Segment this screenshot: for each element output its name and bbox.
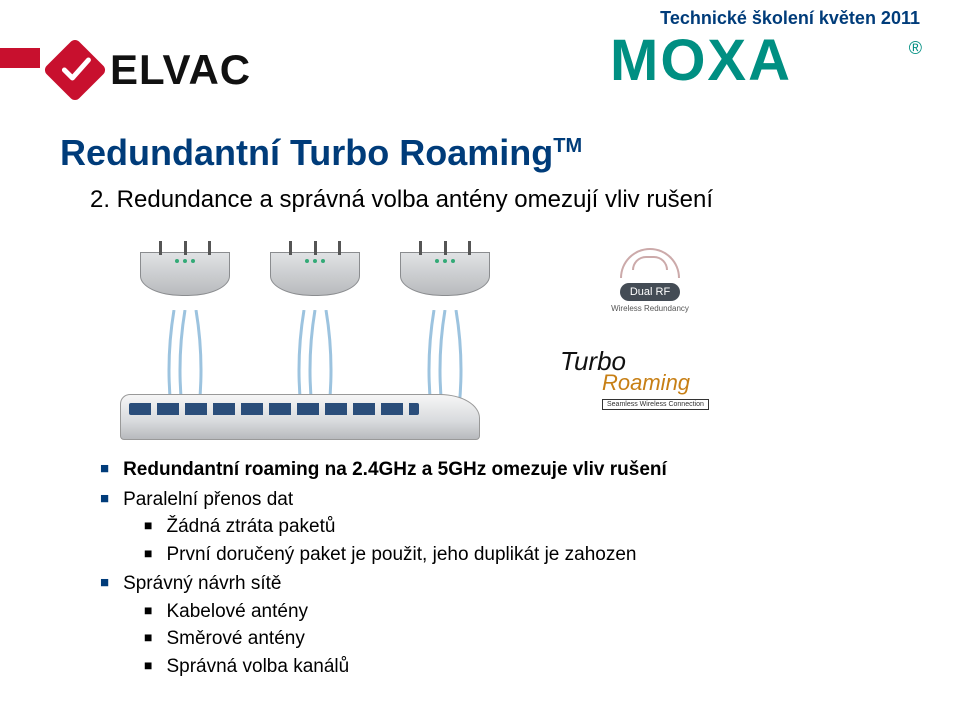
- list-item-text: Paralelní přenos dat: [123, 489, 293, 510]
- event-title: Technické školení květen 2011: [660, 8, 920, 29]
- list-item: První doručený paket je použit, jeho dup…: [144, 541, 900, 569]
- list-item: Správná volba kanálů: [144, 653, 900, 681]
- registered-icon: ®: [909, 38, 922, 59]
- list-item: Paralelní přenos dat Žádná ztráta paketů…: [100, 486, 900, 569]
- access-point-icon: [140, 252, 230, 296]
- elvac-text: ELVAC: [110, 46, 251, 94]
- list-item: Směrové antény: [144, 625, 900, 653]
- access-point-icon: [400, 252, 490, 296]
- list-item-text: První doručený paket je použit, jeho dup…: [166, 544, 636, 565]
- list-item-text: Správný návrh sítě: [123, 573, 281, 594]
- list-item: Redundantní roaming na 2.4GHz a 5GHz ome…: [100, 456, 900, 484]
- elvac-logo: ELVAC: [44, 40, 264, 100]
- list-item-text: Žádná ztráta paketů: [166, 516, 335, 537]
- moxa-logo: MOXA ®: [610, 32, 920, 102]
- title-main: Redundantní Turbo Roaming: [60, 132, 553, 173]
- dual-rf-badge: Dual RF Wireless Redundancy: [590, 248, 710, 313]
- list-item: Kabelové antény: [144, 598, 900, 626]
- elvac-check-icon: [58, 52, 94, 88]
- dual-rf-sub: Wireless Redundancy: [590, 304, 710, 313]
- wireless-arc-icon: [620, 248, 680, 278]
- list-item: Správný návrh sítě Kabelové antény Směro…: [100, 570, 900, 680]
- bullet-list: Redundantní roaming na 2.4GHz a 5GHz ome…: [100, 456, 900, 682]
- elvac-diamond-icon: [42, 37, 107, 102]
- slide-subtitle: 2. Redundance a správná volba antény ome…: [90, 186, 713, 214]
- accent-bar: [0, 48, 40, 68]
- turbo-tag: Seamless Wireless Connection: [602, 399, 709, 410]
- slide-title: Redundantní Turbo RoamingTM: [60, 132, 582, 174]
- turbo-roaming-badge: Turbo Roaming Seamless Wireless Connecti…: [560, 350, 750, 411]
- dual-rf-label: Dual RF: [620, 283, 680, 301]
- moxa-text: MOXA: [610, 28, 792, 93]
- list-item-text: Správná volba kanálů: [166, 656, 349, 677]
- list-item: Žádná ztráta paketů: [144, 513, 900, 541]
- title-tm: TM: [553, 135, 582, 157]
- access-point-icon: [270, 252, 360, 296]
- diagram: Dual RF Wireless Redundancy Turbo Roamin…: [100, 230, 860, 440]
- list-item-text: Směrové antény: [166, 628, 304, 649]
- list-item-text: Redundantní roaming na 2.4GHz a 5GHz ome…: [123, 459, 667, 480]
- header: ELVAC Technické školení květen 2011 MOXA…: [0, 0, 960, 120]
- train-icon: [120, 394, 480, 440]
- list-item-text: Kabelové antény: [166, 601, 308, 622]
- turbo-line2: Roaming: [602, 373, 750, 393]
